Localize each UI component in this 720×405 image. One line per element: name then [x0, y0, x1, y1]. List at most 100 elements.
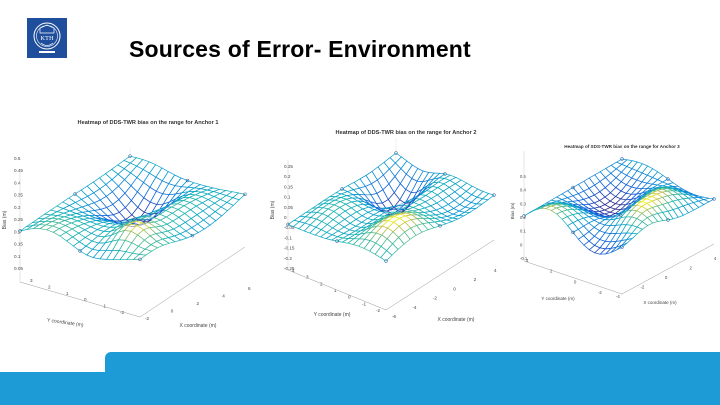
z-tick-label: 0.15	[284, 184, 293, 189]
z-tick-label: -0.15	[284, 246, 295, 251]
measurement-marker	[620, 245, 624, 249]
floor-axis-line	[287, 239, 495, 311]
measurement-marker	[78, 249, 82, 253]
z-tick-label: 0.1	[14, 254, 21, 259]
footer-tab	[105, 352, 720, 374]
z-tick-label: 0.2	[284, 174, 291, 179]
measurement-marker	[18, 229, 22, 233]
measurement-marker	[132, 217, 136, 222]
plot-2-zlabel: Bias (m)	[270, 200, 276, 219]
x-tick-label: 4	[714, 256, 717, 261]
measurement-marker	[340, 187, 344, 191]
x-tick-label: 2	[474, 277, 477, 282]
logo-text: KTH	[40, 35, 54, 42]
plot-3-title: Heatmap of SDS-TWR bias on the range for…	[564, 144, 680, 149]
plot-2-ylabel: Y coordinate (m)	[314, 312, 351, 318]
surface-plot-anchor-1: Heatmap of DDS-TWR bias on the range for…	[0, 112, 258, 332]
x-tick-label: 4	[222, 294, 225, 299]
x-tick-label: 6	[248, 286, 251, 291]
x-tick-label: -4	[412, 305, 417, 310]
x-tick-label: -2	[145, 316, 150, 321]
y-tick-label: -2	[376, 308, 381, 313]
y-tick-label: -1	[362, 301, 367, 306]
x-tick-label: 0	[665, 275, 668, 280]
x-tick-label: -4	[616, 294, 620, 299]
z-tick-label: 0.05	[284, 205, 293, 210]
surface-plot-anchor-3: Heatmap of SDS-TWR bias on the range for…	[510, 136, 720, 312]
measurement-marker	[389, 206, 393, 211]
z-tick-label: 0.45	[14, 168, 23, 173]
x-tick-label: 0	[453, 286, 456, 291]
y-tick-label: 0	[84, 297, 87, 302]
surface-plot-anchor-2: Heatmap of DDS-TWR bias on the range for…	[266, 120, 506, 330]
measurement-marker	[138, 257, 142, 262]
measurement-marker	[73, 192, 77, 196]
y-tick-label: 4	[526, 258, 529, 263]
y-tick-label: 0	[574, 279, 577, 284]
z-tick-label: 0.05	[14, 266, 23, 271]
y-tick-label: -2	[598, 290, 602, 295]
floor-axis-line	[19, 246, 246, 318]
measurement-marker	[522, 214, 526, 218]
plot-1-xlabel: X coordinate (m)	[180, 323, 217, 329]
z-tick-label: 0.25	[284, 164, 293, 169]
plot-3-ylabel: Y coordinate (m)	[541, 296, 575, 301]
z-tick-label: 0.15	[14, 242, 23, 247]
y-tick-label: -2	[120, 310, 125, 315]
plot-2-xlabel: X coordinate (m)	[438, 317, 475, 323]
z-tick-label: 0.1	[520, 229, 526, 234]
measurement-marker	[571, 230, 575, 235]
z-tick-label: 0	[284, 215, 287, 220]
z-tick-label: 0.5	[520, 174, 526, 179]
plot-1-zlabel: Bias (m)	[2, 210, 8, 229]
plot-1-ylabel: Y coordinate (m)	[46, 317, 84, 328]
plot-1-svg: Heatmap of DDS-TWR bias on the range for…	[2, 120, 251, 329]
measurement-marker	[190, 233, 195, 238]
y-tick-label: 2	[48, 284, 51, 289]
measurement-marker	[492, 193, 496, 197]
surface-mesh-cell	[19, 225, 33, 232]
plot-2-title: Heatmap of DDS-TWR bias on the range for…	[336, 130, 477, 136]
z-tick-label: 0.1	[284, 195, 291, 200]
y-tick-label: 3	[30, 278, 33, 283]
x-tick-label: -2	[641, 285, 645, 290]
z-tick-label: -0.25	[284, 266, 295, 271]
z-tick-label: 0.2	[14, 229, 21, 234]
x-tick-label: 4	[494, 268, 497, 273]
z-tick-label: 0.4	[14, 180, 21, 185]
plot-3-svg: Heatmap of SDS-TWR bias on the range for…	[510, 144, 717, 305]
y-tick-label: 1	[66, 291, 69, 296]
measurement-marker	[666, 177, 670, 181]
measurement-marker	[443, 172, 447, 176]
footer-bar	[0, 372, 720, 405]
plot-3-zlabel: Bias (m)	[510, 202, 515, 219]
plot-2-svg: Heatmap of DDS-TWR bias on the range for…	[270, 130, 497, 323]
x-tick-label: -2	[433, 296, 438, 301]
measurement-marker	[286, 222, 290, 227]
x-tick-label: -6	[392, 314, 397, 319]
z-tick-label: 0.25	[14, 217, 23, 222]
kth-logo: KTH	[27, 18, 67, 58]
measurement-marker	[128, 154, 132, 158]
floor-axis-line	[523, 243, 715, 295]
z-tick-label: -0.05	[284, 225, 295, 230]
y-tick-label: 1	[334, 288, 337, 293]
x-tick-label: 2	[197, 301, 200, 306]
plot-3-xlabel: X coordinate (m)	[643, 300, 677, 305]
measurement-marker	[620, 157, 624, 161]
measurement-marker	[394, 151, 398, 155]
measurement-marker	[384, 259, 388, 263]
plot-1-title: Heatmap of DDS-TWR bias on the range for…	[78, 120, 219, 126]
y-tick-label: 4	[292, 268, 295, 273]
surface-mesh-cell	[523, 209, 536, 217]
y-tick-label: 3	[306, 275, 309, 280]
measurement-marker	[618, 213, 623, 217]
y-tick-label: 2	[550, 269, 553, 274]
kth-crest-icon: KTH	[27, 18, 67, 58]
measurement-marker	[185, 178, 190, 183]
z-tick-label: 0.5	[14, 156, 21, 161]
surface-mesh-cell	[132, 254, 147, 260]
y-tick-label: -1	[102, 304, 107, 309]
measurement-marker	[571, 185, 575, 190]
measurement-marker	[243, 192, 247, 197]
